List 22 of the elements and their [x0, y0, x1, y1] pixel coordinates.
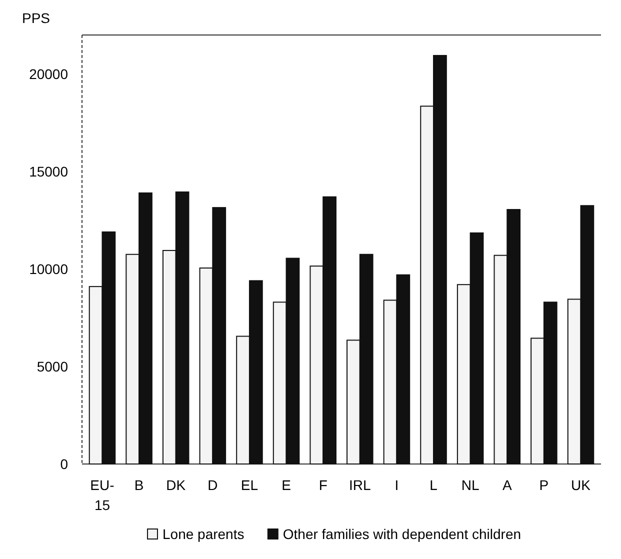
x-tick-label: E — [282, 477, 291, 493]
x-tick-label: I — [394, 477, 399, 493]
y-tick-label: 10000 — [29, 260, 68, 277]
y-tick-label: 0 — [60, 456, 68, 472]
x-tick-label: D — [208, 477, 218, 493]
y-tick-label: 20000 — [29, 66, 68, 82]
y-axis-title: PPS — [22, 10, 50, 26]
legend-label: Lone parents — [162, 526, 244, 542]
y-tick-label: 5000 — [36, 358, 68, 374]
x-tick-label: IRL — [349, 477, 372, 493]
x-tick-label: F — [318, 477, 328, 493]
x-tick-label: L — [430, 477, 438, 493]
x-tick-label: EU-15 — [90, 477, 115, 513]
x-tick-label: UK — [571, 477, 592, 493]
x-tick-label: B — [134, 477, 144, 493]
x-tick-label: P — [539, 477, 549, 493]
legend-label: Other families with dependent children — [282, 526, 522, 542]
x-tick-label: DK — [166, 477, 186, 493]
x-tick-label: A — [502, 477, 512, 493]
x-tick-label: EL — [240, 477, 258, 493]
x-tick-label: NL — [461, 477, 480, 493]
y-tick-label: 15000 — [29, 163, 68, 180]
